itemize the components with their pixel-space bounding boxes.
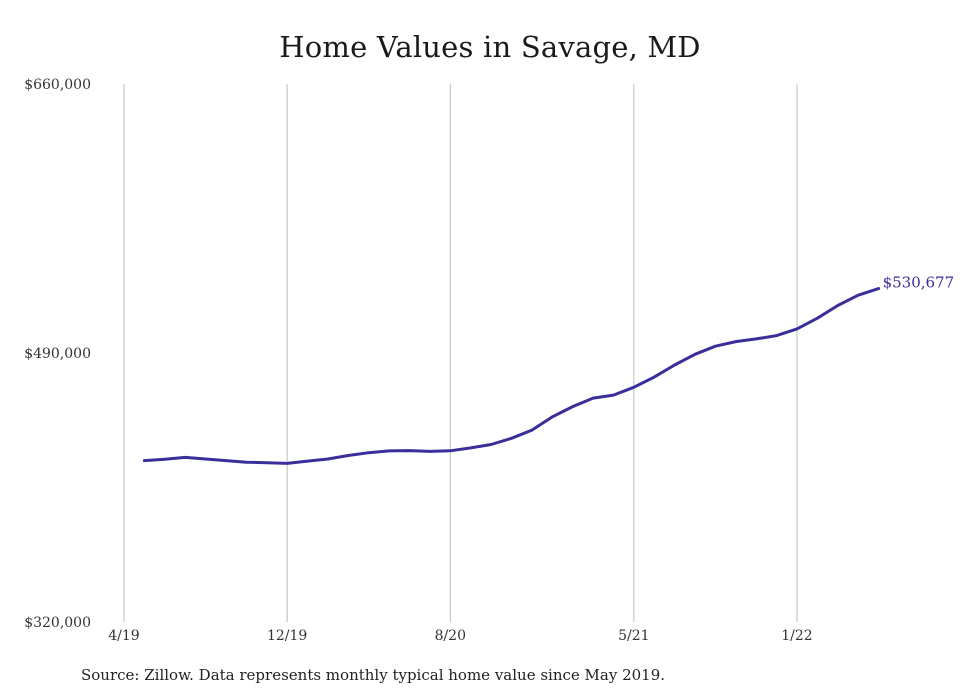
data-point [816,317,819,320]
data-point [775,334,778,337]
data-point [632,386,635,389]
x-tick-label: 5/21 [618,628,649,644]
data-point [224,459,228,462]
data-point [449,449,452,452]
series-layer: $530,677 [142,274,955,465]
data-point [755,337,758,341]
data-point [286,462,289,465]
data-point [306,459,309,463]
data-point [571,405,574,408]
data-point [693,353,697,356]
data-point [591,396,595,400]
x-tick-label: 12/19 [267,628,307,644]
data-point [184,456,187,459]
data-point [387,449,391,453]
y-tick-label: $320,000 [24,615,91,631]
data-point [347,454,350,457]
data-point [326,457,330,461]
data-point [653,375,656,379]
data-point [530,428,534,432]
data-point [673,363,676,367]
data-point [836,304,839,307]
data-point [163,458,166,461]
data-point [489,443,493,446]
end-value-label: $530,677 [883,274,955,292]
x-tick-label: 4/19 [108,628,139,644]
data-point [469,446,472,450]
data-point [612,393,615,397]
data-point [204,457,207,461]
data-point [265,461,268,464]
data-point [714,345,717,348]
data-point [143,459,146,462]
y-tick-label: $660,000 [24,77,91,93]
x-tick-label: 1/22 [781,628,812,644]
x-axis-tick-labels: 4/19 12/19 8/20 5/21 1/22 [108,628,812,644]
data-point [857,294,860,297]
y-axis-tick-labels: $320,000 $490,000 $660,000 [24,77,91,631]
data-point [367,451,370,454]
chart-title: Home Values in Savage, MD [279,30,701,64]
vertical-gridlines [123,84,798,622]
data-point [428,450,432,453]
data-point [734,340,737,343]
data-point [551,415,554,419]
data-point [795,327,799,331]
x-tick-label: 8/20 [435,628,466,644]
data-point [408,449,411,452]
data-point [877,287,880,290]
data-point [245,461,248,464]
data-point [510,437,513,440]
chart-source-note: Source: Zillow. Data represents monthly … [81,666,666,684]
y-tick-label: $490,000 [24,346,91,362]
